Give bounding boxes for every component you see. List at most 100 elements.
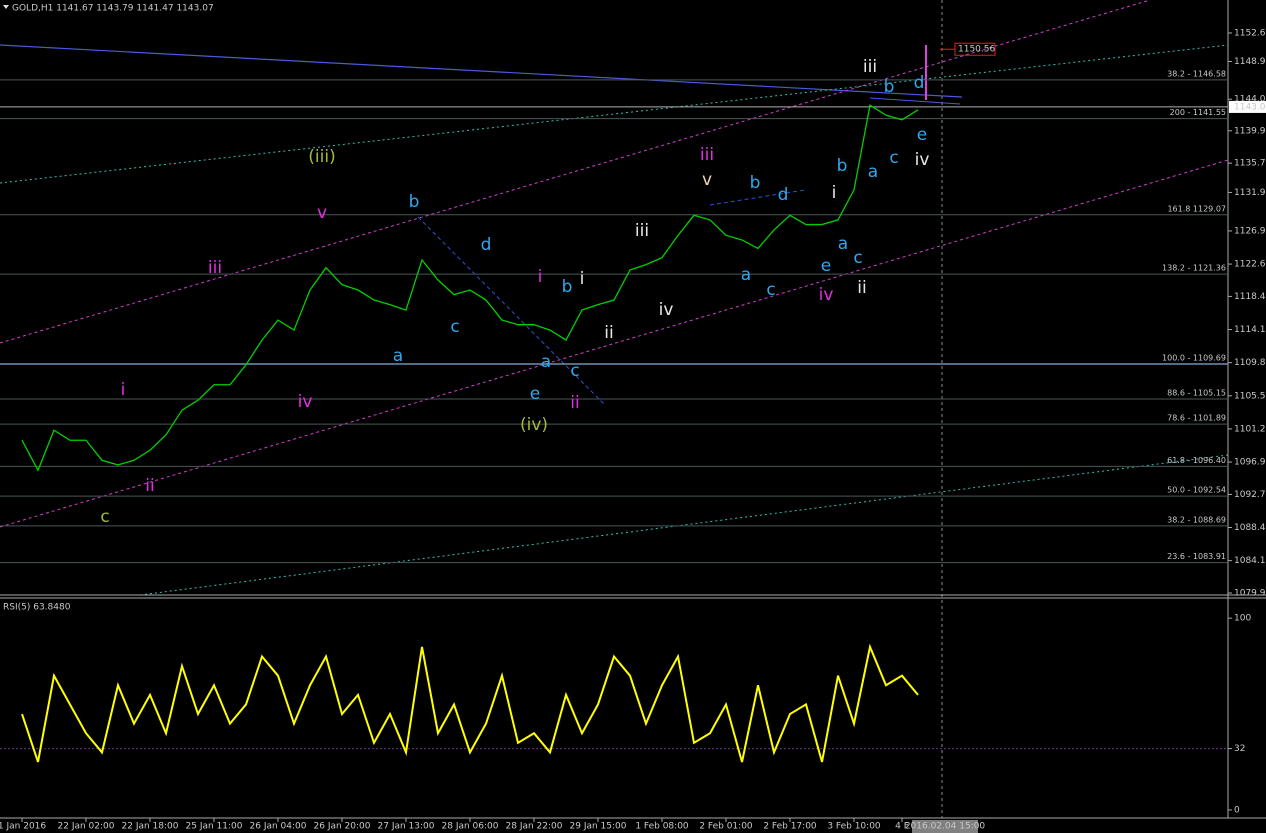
y-tick-label: 1101.27	[1234, 424, 1266, 434]
trendline	[0, 44, 963, 98]
y-tick-label: 1092.77	[1234, 490, 1266, 500]
wave-label: c	[570, 361, 579, 381]
y-tick-label: 1079.97	[1234, 588, 1266, 598]
y-tick-label: 1109.87	[1234, 358, 1266, 368]
cursor-box	[912, 820, 978, 833]
level-label: 161.8 1129.07	[1167, 204, 1226, 213]
x-tick-label: 27 Jan 13:00	[378, 822, 435, 832]
y-tick-label: 1084.17	[1234, 556, 1266, 566]
price-line-series	[21, 104, 919, 472]
wave-label: d	[914, 73, 925, 93]
wave-label: i	[580, 269, 585, 289]
y-tick-label: 1122.67	[1234, 260, 1266, 270]
price-box	[1229, 100, 1266, 113]
wave-label: d	[481, 235, 492, 255]
wave-label: e	[821, 256, 831, 276]
wave-label: iv	[298, 392, 313, 412]
channel-line	[139, 454, 1229, 596]
wave-label: b	[884, 77, 895, 97]
x-tick-label: 26 Jan 04:00	[250, 822, 307, 832]
wave-label: b	[750, 173, 761, 193]
y-tick-label: 1139.97	[1234, 126, 1266, 136]
wave-label: i	[538, 267, 543, 287]
wave-label: a	[541, 352, 551, 372]
level-label: 78.6 - 1101.89	[1167, 414, 1226, 423]
menu-arrow[interactable]	[3, 5, 9, 9]
wave-label: c	[766, 280, 775, 300]
wave-label: c	[889, 148, 898, 168]
level-label: 61.8 - 1096.40	[1167, 456, 1226, 465]
wave-label: iv	[915, 150, 930, 170]
level-label: 100.0 - 1109.69	[1162, 354, 1226, 363]
y-tick-label: 100	[1234, 614, 1251, 624]
level-label: 38.2 - 1088.69	[1167, 515, 1226, 524]
x-tick-label: 28 Jan 22:00	[506, 822, 563, 832]
price-line-series	[21, 643, 919, 763]
alert-box	[954, 42, 996, 56]
y-tick-label: 1131.97	[1234, 188, 1266, 198]
wave-label: e	[917, 125, 927, 145]
x-tick-label: 22 Jan 02:00	[58, 822, 115, 832]
x-tick-label: 25 Jan 11:00	[186, 822, 243, 832]
level-label: 38.2 - 1146.58	[1167, 69, 1226, 78]
x-tick-label: 22 Jan 18:00	[122, 822, 179, 832]
wave-label: c	[100, 507, 109, 527]
y-tick-label: 32	[1234, 744, 1245, 754]
wave-label: d	[778, 185, 789, 205]
x-tick-label: 1 Feb 08:00	[635, 822, 689, 832]
y-tick-label: 1135.77	[1234, 159, 1266, 169]
price-label: 1143.07	[1234, 102, 1266, 112]
indicator-title: RSI(5) 63.8480	[3, 603, 71, 613]
x-tick-label: 29 Jan 15:00	[570, 822, 627, 832]
level-label: 50.0 - 1092.54	[1167, 486, 1226, 495]
wave-label: iv	[659, 300, 674, 320]
channel-line	[0, 159, 1229, 528]
y-tick-label: 1114.17	[1234, 325, 1266, 335]
y-tick-label: 1144.07	[1234, 95, 1266, 105]
x-tick-label: 2 Feb 01:00	[699, 822, 753, 832]
trendlines	[0, 0, 1229, 818]
wave-label: b	[837, 156, 848, 176]
y-tick-label: 1105.57	[1234, 391, 1266, 401]
wave-label: a	[741, 265, 751, 285]
wave-label: iii	[208, 258, 222, 278]
level-label: 88.6 - 1105.15	[1167, 389, 1226, 398]
level-label: 200 - 1141.55	[1170, 108, 1226, 117]
wave-label: ii	[857, 278, 866, 298]
alert-label: 1150.56	[958, 45, 995, 55]
y-tick-label: 1126.97	[1234, 226, 1266, 236]
level-label: 138.2 - 1121.36	[1162, 264, 1226, 273]
level-label: 23.6 - 1083.91	[1167, 552, 1226, 561]
x-tick-label: 4 F	[895, 822, 909, 832]
wave-label: (iv)	[520, 415, 548, 435]
x-tick-label: 3 Feb 10:00	[827, 822, 881, 832]
wave-label: a	[393, 346, 403, 366]
y-tick-label: 1152.67	[1234, 28, 1266, 38]
y-tick-label: 1096.97	[1234, 458, 1266, 468]
wave-label: ii	[570, 393, 579, 413]
wave-label: a	[838, 234, 848, 254]
channel-line	[0, 44, 1229, 184]
wave-label: c	[853, 248, 862, 268]
cursor-label: 2016.02.04 15:00	[905, 822, 986, 832]
wave-label: v	[702, 170, 712, 190]
wave-label: ii	[145, 476, 154, 496]
y-tick-label: 1118.47	[1234, 292, 1266, 302]
x-tick-label: 26 Jan 20:00	[314, 822, 371, 832]
wave-label: iii	[863, 57, 877, 77]
wave-label: b	[562, 277, 573, 297]
y-tick-label: 0	[1234, 805, 1240, 815]
trendline	[869, 97, 961, 105]
wave-label: a	[868, 162, 878, 182]
y-tick-label: 1088.47	[1234, 523, 1266, 533]
trendline	[417, 216, 606, 406]
chart-title: GOLD,H1 1141.67 1143.79 1141.47 1143.07	[12, 4, 214, 14]
wave-label: e	[530, 384, 540, 404]
channel-line	[0, 0, 1151, 344]
x-tick-label: 1 Jan 2016	[0, 822, 46, 832]
x-tick-label: 2 Feb 17:00	[763, 822, 817, 832]
trendline	[709, 189, 806, 206]
wave-label: v	[317, 203, 327, 223]
wave-label: i	[832, 183, 837, 203]
wave-label: ii	[604, 323, 613, 343]
